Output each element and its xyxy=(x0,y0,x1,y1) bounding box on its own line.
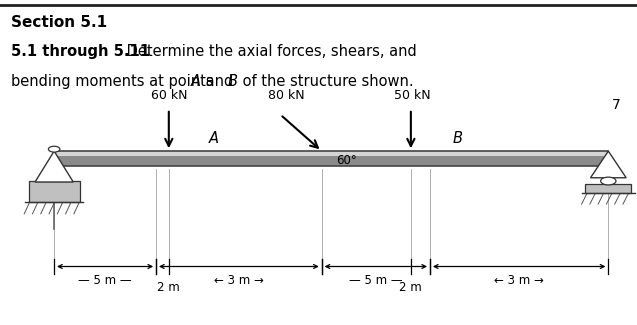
Text: ← 3 m →: ← 3 m → xyxy=(214,274,264,287)
Circle shape xyxy=(48,146,60,152)
Text: A: A xyxy=(190,74,201,89)
Text: 50 kN: 50 kN xyxy=(394,89,431,102)
Text: 2 m: 2 m xyxy=(157,281,180,294)
Text: 60 kN: 60 kN xyxy=(150,89,187,102)
Text: — 5 m —: — 5 m — xyxy=(349,274,403,287)
Text: B: B xyxy=(452,131,462,146)
Text: Determine the axial forces, shears, and: Determine the axial forces, shears, and xyxy=(122,44,417,59)
Circle shape xyxy=(601,177,616,185)
Text: 5.1 through 5.11: 5.1 through 5.11 xyxy=(11,44,150,59)
Text: 60°: 60° xyxy=(336,154,357,167)
Text: ← 3 m →: ← 3 m → xyxy=(494,274,544,287)
Text: and: and xyxy=(201,74,238,89)
Text: Section 5.1: Section 5.1 xyxy=(11,15,108,30)
Bar xyxy=(29,181,80,202)
Bar xyxy=(54,156,608,166)
Text: 7: 7 xyxy=(612,98,621,111)
Text: bending moments at points: bending moments at points xyxy=(11,74,218,89)
Bar xyxy=(54,151,608,166)
Bar xyxy=(54,151,608,156)
Text: 2 m: 2 m xyxy=(399,281,422,294)
Text: B: B xyxy=(228,74,238,89)
Polygon shape xyxy=(35,151,73,182)
Bar xyxy=(585,184,631,193)
Text: of the structure shown.: of the structure shown. xyxy=(238,74,413,89)
Text: — 5 m —: — 5 m — xyxy=(78,274,132,287)
Text: A: A xyxy=(208,131,218,146)
Text: 80 kN: 80 kN xyxy=(268,89,305,102)
Polygon shape xyxy=(590,151,626,178)
